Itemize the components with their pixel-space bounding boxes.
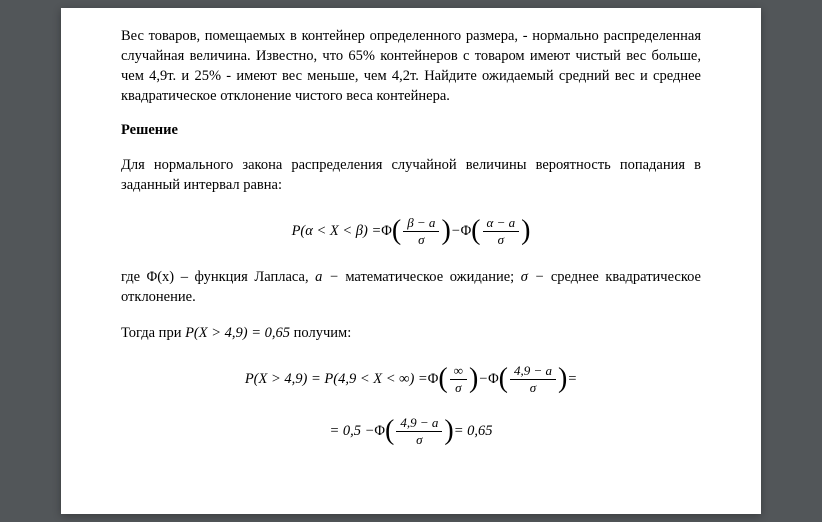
fraction: ∞ σ	[450, 363, 467, 395]
phi-symbol: Φ	[374, 423, 385, 440]
solution-heading: Решение	[121, 122, 701, 139]
a-def: математическое ожидание;	[339, 269, 521, 285]
numerator: β − a	[403, 215, 439, 232]
numerator: α − a	[483, 215, 520, 232]
formula2-eq: =	[567, 371, 577, 388]
phi-symbol: Φ	[488, 371, 499, 388]
phi-symbol: Φ	[381, 223, 392, 240]
formula2-lhs: P(X > 4,9) = P(4,9 < X < ∞) =	[245, 371, 428, 388]
phi-x: Φ(x)	[147, 269, 175, 285]
a-var: a −	[315, 269, 339, 285]
phi-symbol: Φ	[461, 223, 472, 240]
denominator: σ	[526, 380, 540, 396]
fraction: 4,9 − a σ	[510, 363, 556, 395]
denominator: σ	[412, 432, 426, 448]
formula3-lhs: = 0,5 −	[329, 423, 374, 440]
minus: −	[478, 371, 488, 388]
then-paragraph: Тогда при P(X > 4,9) = 0,65 получим:	[121, 323, 701, 343]
then-cond: P(X > 4,9) = 0,65	[185, 325, 290, 341]
phi-def: – функция Лапласа,	[174, 269, 315, 285]
phi-symbol: Φ	[428, 371, 439, 388]
numerator: ∞	[450, 363, 467, 380]
fraction: α − a σ	[483, 215, 520, 247]
then-post: получим:	[290, 325, 351, 341]
page: Вес товаров, помещаемых в контейнер опре…	[61, 8, 761, 514]
denominator: σ	[494, 232, 508, 248]
denominator: σ	[451, 380, 465, 396]
def-pre: где	[121, 269, 147, 285]
problem-statement: Вес товаров, помещаемых в контейнер опре…	[121, 26, 701, 106]
fraction: 4,9 − a σ	[396, 415, 442, 447]
denominator: σ	[414, 232, 428, 248]
numerator: 4,9 − a	[510, 363, 556, 380]
formula1-lhs: P(α < X < β) =	[292, 223, 382, 240]
minus: −	[451, 223, 461, 240]
solution-intro: Для нормального закона распределения слу…	[121, 155, 701, 195]
formula-result: = 0,5 − Φ ( 4,9 − a σ ) = 0,65	[121, 415, 701, 447]
then-pre: Тогда при	[121, 325, 185, 341]
fraction: β − a σ	[403, 215, 439, 247]
formula-interval-probability: P(α < X < β) = Φ ( β − a σ ) − Φ ( α − a…	[121, 215, 701, 247]
numerator: 4,9 − a	[396, 415, 442, 432]
definitions-paragraph: где Φ(x) – функция Лапласа, a − математи…	[121, 267, 701, 307]
sigma-var: σ −	[521, 269, 545, 285]
formula-expansion: P(X > 4,9) = P(4,9 < X < ∞) = Φ ( ∞ σ ) …	[121, 363, 701, 395]
formula3-rhs: = 0,65	[454, 423, 493, 440]
